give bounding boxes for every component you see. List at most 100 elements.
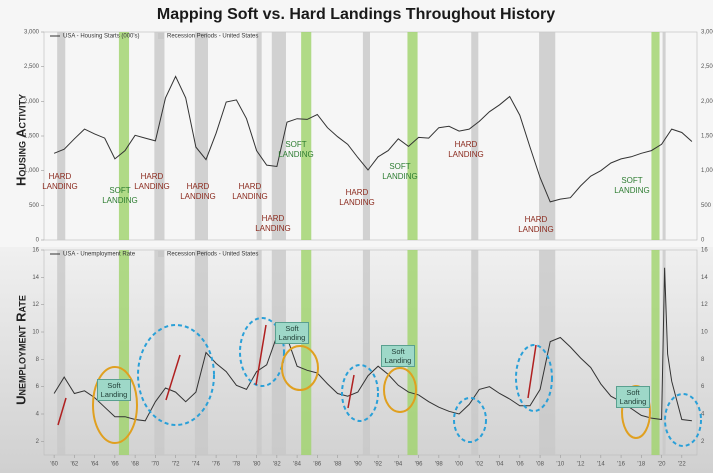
y-tick-label: 8 bbox=[36, 357, 40, 363]
y-tick-label: 500 bbox=[701, 203, 712, 209]
x-tick-label: '20 bbox=[658, 462, 666, 468]
x-tick-label: '70 bbox=[151, 462, 159, 468]
x-tick-label: '80 bbox=[253, 462, 261, 468]
legend-label: USA - Unemployment Rate bbox=[63, 252, 136, 258]
soft-landing-band bbox=[407, 32, 418, 240]
soft-landing-band bbox=[301, 32, 312, 240]
y-tick-label: 3,000 bbox=[24, 30, 40, 36]
x-tick-label: '94 bbox=[394, 462, 402, 468]
x-tick-label: '74 bbox=[192, 462, 200, 468]
annotation: HARD LANDING bbox=[448, 140, 484, 159]
x-tick-label: '68 bbox=[131, 462, 139, 468]
annotation: SOFT LANDING bbox=[614, 176, 650, 195]
x-tick-label: '96 bbox=[415, 462, 423, 468]
soft-landing-band bbox=[118, 250, 130, 455]
recession-band bbox=[256, 32, 262, 240]
legend-swatch bbox=[158, 251, 164, 257]
x-tick-label: '66 bbox=[111, 462, 119, 468]
y-tick-label: 4 bbox=[36, 412, 40, 418]
y-tick-label: 6 bbox=[36, 384, 40, 390]
x-tick-label: '62 bbox=[70, 462, 78, 468]
y-tick-label: 16 bbox=[32, 248, 39, 254]
recession-band bbox=[154, 250, 165, 455]
circle bbox=[664, 393, 702, 447]
legend-label: USA - Housing Starts (000's) bbox=[63, 34, 140, 40]
recession-band bbox=[57, 250, 66, 455]
x-tick-label: '84 bbox=[293, 462, 301, 468]
data-line bbox=[53, 75, 693, 203]
y-tick-label: 500 bbox=[29, 203, 40, 209]
recession-band bbox=[539, 32, 556, 240]
circle bbox=[515, 344, 553, 412]
circle bbox=[239, 317, 285, 387]
circle bbox=[137, 324, 215, 426]
y-tick-label: 12 bbox=[32, 302, 39, 308]
x-tick-label: '90 bbox=[354, 462, 362, 468]
recession-band bbox=[471, 32, 479, 240]
x-tick-label: '88 bbox=[334, 462, 342, 468]
x-tick-label: '08 bbox=[536, 462, 544, 468]
recession-band bbox=[256, 250, 262, 455]
y-tick-label: 2,500 bbox=[701, 64, 713, 70]
y-tick-label: 14 bbox=[32, 275, 39, 281]
y-tick-label: 10 bbox=[32, 330, 39, 336]
recession-band bbox=[539, 250, 556, 455]
annotation: HARD LANDING bbox=[42, 172, 78, 191]
x-tick-label: '82 bbox=[273, 462, 281, 468]
recession-band bbox=[57, 32, 66, 240]
x-tick-label: '72 bbox=[172, 462, 180, 468]
y-tick-label: 14 bbox=[701, 275, 708, 281]
x-tick-label: '98 bbox=[435, 462, 443, 468]
soft-landing-band bbox=[301, 250, 312, 455]
annotation: SOFT LANDING bbox=[382, 162, 418, 181]
soft-landing-band bbox=[651, 32, 660, 240]
y-axis-label: Unemployment Rate bbox=[13, 295, 28, 405]
recession-band bbox=[471, 250, 479, 455]
recession-band bbox=[662, 32, 666, 240]
x-tick-label: '18 bbox=[637, 462, 645, 468]
legend-label: Recession Periods - United States bbox=[167, 34, 258, 40]
annotation: HARD LANDING bbox=[180, 182, 216, 201]
recession-band bbox=[194, 32, 209, 240]
recession-band bbox=[271, 32, 286, 240]
x-tick-label: '86 bbox=[313, 462, 321, 468]
y-tick-label: 4 bbox=[701, 412, 705, 418]
x-tick-label: '06 bbox=[516, 462, 524, 468]
y-tick-label: 2 bbox=[36, 439, 40, 445]
circle bbox=[453, 397, 487, 443]
annotation: Soft Landing bbox=[97, 379, 131, 401]
y-tick-label: 1,000 bbox=[701, 168, 713, 174]
y-tick-label: 12 bbox=[701, 302, 708, 308]
arrows bbox=[57, 324, 537, 426]
recession-band bbox=[662, 250, 666, 455]
x-tick-label: '64 bbox=[91, 462, 99, 468]
y-tick-label: 10 bbox=[701, 330, 708, 336]
x-tick-label: '22 bbox=[678, 462, 686, 468]
soft-landing-band bbox=[118, 32, 130, 240]
y-tick-label: 2 bbox=[701, 439, 705, 445]
y-tick-label: 1,000 bbox=[24, 168, 40, 174]
legend-swatch bbox=[158, 33, 164, 39]
x-tick-label: '78 bbox=[232, 462, 240, 468]
recession-band bbox=[362, 32, 370, 240]
annotation: HARD LANDING bbox=[232, 182, 268, 201]
soft-landing-band bbox=[651, 250, 660, 455]
recession-band bbox=[362, 250, 370, 455]
circle bbox=[341, 364, 379, 422]
y-tick-label: 0 bbox=[701, 238, 705, 244]
circle bbox=[281, 345, 319, 391]
y-tick-label: 8 bbox=[701, 357, 705, 363]
annotation: HARD LANDING bbox=[255, 214, 291, 233]
legend-label: Recession Periods - United States bbox=[167, 252, 258, 258]
x-tick-label: '04 bbox=[496, 462, 504, 468]
annotation: Soft Landing bbox=[616, 386, 650, 408]
annotation: HARD LANDING bbox=[518, 215, 554, 234]
annotation: Soft Landing bbox=[381, 345, 415, 367]
y-tick-label: 16 bbox=[701, 248, 708, 254]
x-tick-label: '92 bbox=[374, 462, 382, 468]
y-tick-label: 0 bbox=[36, 238, 40, 244]
annotation: SOFT LANDING bbox=[102, 186, 138, 205]
y-tick-label: 2,500 bbox=[24, 64, 40, 70]
y-tick-label: 2,000 bbox=[24, 99, 40, 105]
